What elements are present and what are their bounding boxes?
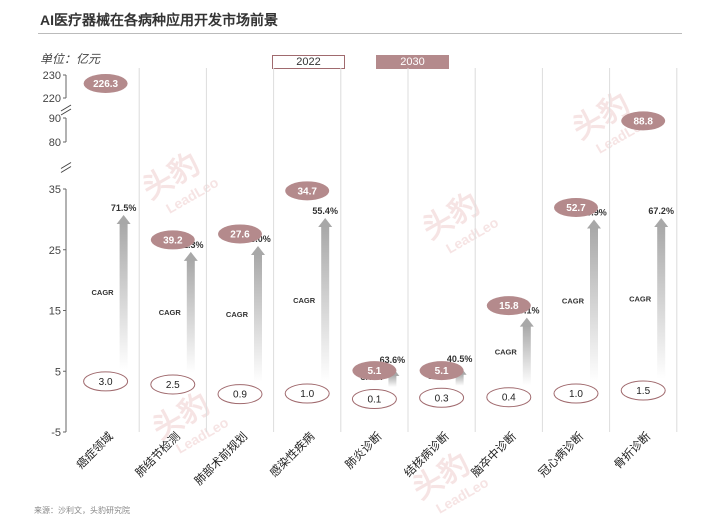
value-2030-bubble	[352, 361, 397, 381]
axis-break-mark	[60, 104, 72, 112]
cagr-label: CAGR	[92, 288, 115, 297]
category-label: 感染性疾病	[267, 429, 318, 480]
value-2022-ellipse	[351, 389, 397, 410]
cagr-arrow-head	[318, 218, 333, 227]
value-2030-label: 5.1	[367, 366, 381, 377]
value-2030-bubble	[621, 111, 666, 131]
cagr-arrow-shaft	[522, 325, 531, 386]
y-axis: 230 220 90 80 35 25 15 5 -5	[43, 70, 72, 439]
value-2030-label: 5.1	[435, 366, 449, 377]
category-dividers	[138, 68, 678, 432]
value-2030-bubble	[285, 181, 330, 201]
cagr-label: CAGR	[629, 294, 652, 303]
value-2022-label: 2.5	[166, 380, 180, 391]
cagr-label: CAGR	[562, 297, 585, 306]
cagr-arrow-shaft	[455, 373, 464, 386]
legend-2030: 2030	[376, 55, 449, 69]
value-2030-label: 27.6	[230, 229, 250, 240]
category-label: 脑卒中诊断	[468, 429, 519, 480]
legend-2022: 2022	[272, 55, 345, 69]
value-2022-ellipse	[553, 383, 599, 404]
value-2022-ellipse	[217, 384, 263, 405]
category-label: 冠心病诊断	[536, 429, 587, 480]
cagr-arrow-shaft	[657, 226, 666, 379]
value-2030-label: 34.7	[297, 186, 317, 197]
value-2022-ellipse	[284, 383, 330, 404]
unit-label: 单位：亿元	[40, 52, 101, 66]
value-2022-ellipse	[620, 380, 666, 401]
cagr-label: CAGR	[159, 308, 182, 317]
cagr-label: CAGR	[226, 310, 249, 319]
y-tick-label: 90	[49, 113, 61, 125]
value-2022-label: 1.0	[300, 389, 314, 400]
value-2030-bubble	[150, 230, 195, 250]
cagr-percent: 40.5%	[447, 354, 473, 364]
cagr-percent: 55.4%	[312, 206, 338, 216]
value-2030-label: 39.2	[163, 235, 183, 246]
cagr-arrows: 71.5%CAGR41.3%CAGR53.0%CAGR55.4%CAGR63.6…	[92, 203, 674, 388]
axis-break-mark	[60, 108, 72, 116]
y-tick-label: -5	[51, 427, 61, 439]
value-2030-bubble	[486, 296, 531, 316]
category-label: 癌症领域	[73, 429, 116, 472]
value-2030-label: 52.7	[566, 203, 586, 214]
page-title: AI医疗器械在各病种应用开发市场前景	[40, 12, 278, 28]
value-2022-label: 1.0	[569, 389, 583, 400]
cagr-label: CAGR	[293, 296, 316, 305]
value-2022-ellipse	[419, 387, 465, 408]
cagr-arrow-shaft	[388, 375, 397, 388]
y-tick-label: 80	[49, 137, 61, 149]
axis-break-mark	[60, 162, 72, 169]
cagr-arrow-shaft	[119, 223, 128, 370]
value-2022-ellipse	[486, 387, 532, 408]
source-note: 来源：沙利文，头豹研究院	[34, 506, 130, 515]
value-2030-bubble	[554, 198, 598, 218]
cagr-arrow-head	[654, 218, 669, 227]
value-2022-ellipse	[83, 371, 129, 392]
cagr-arrow-shaft	[254, 253, 262, 383]
value-2030-label: 15.8	[499, 301, 519, 312]
cagr-arrow-shaft	[590, 227, 598, 382]
value-2030-bubble	[419, 361, 464, 381]
y-tick-label: 25	[49, 245, 61, 257]
cagr-arrow-head	[519, 317, 534, 327]
value-2030-label: 88.8	[633, 116, 653, 127]
cagr-arrow-head	[183, 251, 198, 261]
cagr-arrow-head	[587, 219, 601, 229]
value-2022-label: 0.9	[233, 390, 247, 401]
value-2030-bubble	[218, 224, 262, 244]
title-divider	[38, 33, 682, 34]
cagr-arrow-head	[251, 245, 265, 255]
category-label: 肺炎诊断	[342, 429, 385, 472]
cagr-percent: 71.5%	[111, 203, 137, 213]
cagr-label: CAGR	[495, 347, 518, 356]
value-2030-bubble	[83, 74, 128, 94]
value-2022-label: 1.5	[636, 386, 650, 397]
y-tick-label: 15	[49, 306, 61, 318]
y-tick-label: 5	[55, 366, 61, 378]
category-label: 骨折诊断	[611, 429, 654, 472]
axis-break-mark	[60, 166, 72, 173]
cagr-arrow-shaft	[321, 226, 330, 382]
value-2030-label: 226.3	[93, 79, 118, 90]
value-2022-label: 0.4	[502, 393, 516, 404]
y-tick-label: 230	[43, 70, 61, 82]
value-2022-label: 3.0	[99, 377, 113, 388]
cagr-percent: 63.6%	[380, 355, 406, 365]
value-2022-label: 0.3	[435, 393, 449, 404]
value-bubbles: 3.0 226.3 2.5 39.2 0.9 27.6 1.0 34.7 0.1 5.1 0.3 5.…	[83, 74, 666, 410]
value-2022-ellipse	[150, 374, 196, 395]
value-2022-label: 0.1	[367, 395, 381, 406]
cagr-percent: 67.2%	[648, 206, 674, 216]
y-tick-label: 220	[43, 93, 61, 105]
y-tick-label: 35	[49, 184, 61, 196]
cagr-arrow-head	[116, 215, 131, 224]
cagr-arrow-shaft	[186, 259, 195, 373]
